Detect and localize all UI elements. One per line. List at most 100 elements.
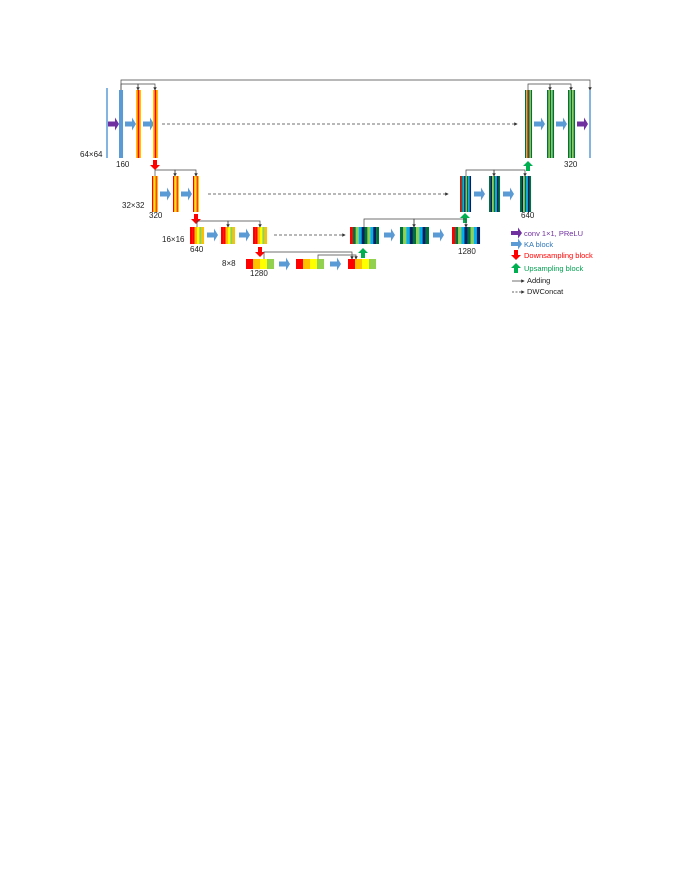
encoder-block-64-3-stripe bbox=[156, 90, 159, 158]
encoder-block-16-3-stripe bbox=[255, 227, 258, 244]
encoder-block-16-2-stripe bbox=[228, 227, 231, 244]
ka-arrow bbox=[330, 257, 341, 271]
decoder-block-32-3-stripe bbox=[524, 176, 527, 212]
encoder-block-640-stripe bbox=[201, 227, 205, 244]
encoder-block-64-3-stripe bbox=[154, 90, 157, 158]
decoder-block-64-2 bbox=[547, 90, 555, 158]
channel-label-1280-bottom: 1280 bbox=[250, 269, 268, 278]
bottleneck-block-1280-stripe bbox=[253, 259, 261, 269]
decoder-block-64-1 bbox=[525, 90, 533, 158]
adding-skip bbox=[120, 83, 140, 91]
decoder-block-16-2 bbox=[400, 227, 430, 244]
encoder-block-16-3-stripe bbox=[257, 227, 261, 244]
adding-skip bbox=[154, 169, 177, 177]
adding-skip-bottleneck bbox=[317, 254, 358, 260]
bottleneck-block-1280 bbox=[246, 259, 275, 269]
ka-arrow bbox=[384, 228, 395, 242]
ka-arrow bbox=[143, 117, 154, 131]
decoder-block-16-3-stripe bbox=[461, 227, 465, 244]
decoder-block-64-1-stripe bbox=[526, 90, 528, 158]
decoder-block-16-2-stripe bbox=[400, 227, 404, 244]
encoder-block-16-3-stripe bbox=[253, 227, 256, 244]
encoder-block-16-3-stripe bbox=[262, 227, 265, 244]
decoder-block-32-2-stripe bbox=[493, 176, 496, 212]
legend: conv 1×1, PReLU KA block Downsampling bl… bbox=[511, 227, 593, 296]
decoder-block-16-1-stripe bbox=[376, 227, 380, 244]
legend-up-icon bbox=[511, 263, 521, 273]
encoder-block-16-2-stripe bbox=[221, 227, 224, 244]
adding-skip-bottleneck bbox=[263, 251, 354, 260]
encoder-block-32-2-stripe bbox=[176, 176, 178, 212]
decoder-block-32-3 bbox=[520, 176, 532, 212]
decoder-block-32-2-stripe bbox=[496, 176, 499, 212]
decoder-block-16-1-stripe bbox=[350, 227, 353, 244]
encoder-block-640-stripe bbox=[199, 227, 202, 244]
adding-skip bbox=[493, 169, 527, 177]
encoder-block-320-stripe bbox=[156, 176, 159, 212]
decoder-block-32-3-stripe bbox=[527, 176, 530, 212]
decoder-block-64-2-stripe bbox=[549, 90, 552, 158]
decoder-block-32-3-stripe bbox=[529, 176, 532, 212]
decoder-block-16-3-stripe bbox=[473, 227, 477, 244]
bottleneck-block-2 bbox=[296, 259, 325, 269]
encoder-block-320-stripe bbox=[154, 176, 156, 212]
downsampling-arrow bbox=[255, 247, 265, 257]
decoder-block-32-1-stripe bbox=[469, 176, 472, 212]
decoder-block-16-2-stripe bbox=[416, 227, 420, 244]
encoder-block-64-2-stripe bbox=[136, 90, 138, 158]
decoder-block-16-2-stripe bbox=[412, 227, 417, 244]
encoder-block-32-3-stripe bbox=[194, 176, 196, 212]
decoder-block-16-2-stripe bbox=[406, 227, 410, 244]
resolution-label-32: 32×32 bbox=[122, 201, 145, 210]
legend-ka-label: KA block bbox=[524, 240, 553, 249]
adding-skip bbox=[137, 83, 157, 91]
decoder-block-16-1 bbox=[350, 227, 380, 244]
encoder-block-64-3-stripe bbox=[153, 90, 155, 158]
ka-arrow bbox=[207, 228, 218, 242]
decoder-block-32-1-stripe bbox=[468, 176, 470, 212]
decoder-block-64-2-stripe bbox=[551, 90, 553, 158]
encoder-block-640-stripe bbox=[192, 227, 195, 244]
decoder-block-64-3 bbox=[568, 90, 576, 158]
decoder-block-32-1-stripe bbox=[464, 176, 466, 212]
decoder-block-32-1-stripe bbox=[461, 176, 463, 212]
resolution-label-8: 8×8 bbox=[222, 259, 236, 268]
adding-skip bbox=[227, 220, 262, 228]
decoder-block-32-1-stripe bbox=[466, 176, 469, 212]
ka-arrow bbox=[239, 228, 250, 242]
encoder-block-16-2 bbox=[221, 227, 236, 244]
encoder-block-32-3-stripe bbox=[197, 176, 200, 212]
ka-arrow bbox=[556, 117, 567, 131]
encoder-block-16-2-stripe bbox=[230, 227, 233, 244]
ka-arrow bbox=[279, 257, 290, 271]
encoder-block-640-stripe bbox=[190, 227, 193, 244]
encoder-block-16-2-stripe bbox=[225, 227, 229, 244]
resolution-label-16: 16×16 bbox=[162, 235, 185, 244]
encoder-block-32-3 bbox=[193, 176, 200, 212]
decoder-block-64-3-stripe bbox=[570, 90, 573, 158]
decoder-block-16-1-stripe bbox=[373, 227, 377, 244]
decoder-block-32-1 bbox=[460, 176, 472, 212]
bottleneck-block-1280-stripe bbox=[260, 259, 268, 269]
outer-skip bbox=[120, 79, 592, 91]
encoder-block-32-2 bbox=[173, 176, 180, 212]
decoder-block-32-3-stripe bbox=[523, 176, 525, 212]
bottleneck-block-3-stripe bbox=[362, 259, 370, 269]
decoder-block-32-3-stripe bbox=[520, 176, 522, 212]
adding-skip bbox=[549, 83, 573, 91]
conv-arrow-in bbox=[108, 117, 119, 131]
decoder-block-64-3-stripe bbox=[572, 90, 574, 158]
encoder-block-16-3-stripe bbox=[260, 227, 263, 244]
adding-skip bbox=[413, 218, 468, 228]
ka-arrow bbox=[181, 187, 192, 201]
ka-arrow bbox=[474, 187, 485, 201]
adding-skip bbox=[196, 220, 230, 228]
decoder-block-64-1-stripe bbox=[529, 90, 531, 158]
bottleneck-block-3-stripe bbox=[369, 259, 377, 269]
decoder-block-32-3-stripe bbox=[526, 176, 528, 212]
bottleneck-block-2-stripe bbox=[310, 259, 318, 269]
decoder-block-64-2-stripe bbox=[552, 90, 555, 158]
channel-label-320-up: 320 bbox=[564, 160, 578, 169]
encoder-block-16-3 bbox=[253, 227, 268, 244]
